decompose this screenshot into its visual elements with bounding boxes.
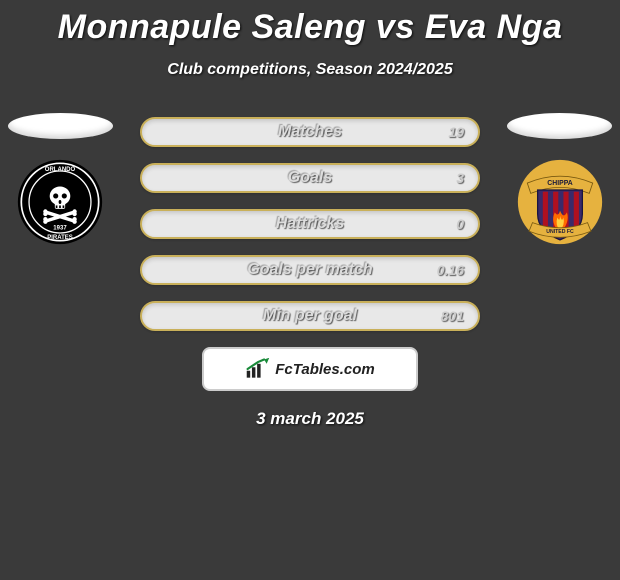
stat-label: Matches [278,123,342,141]
player-photo-placeholder-left [8,113,113,139]
fctables-logo-icon [245,358,271,380]
crest-bottom-text: PIRATES [47,235,73,241]
crest-year: 1937 [53,226,67,232]
club-crest-right: CHIPPA UNITED FC [517,159,603,245]
stat-label: Min per goal [263,307,357,325]
orlando-pirates-crest-icon: ORLANDO PIRATES 1937 [17,159,103,245]
crest-banner-top: CHIPPA [547,180,573,187]
date-text: 3 march 2025 [0,409,620,429]
crest-top-text: ORLANDO [45,167,76,173]
stat-row-min-per-goal: Min per goal 801 [140,301,480,331]
stat-value-right: 19 [448,124,464,140]
club-crest-left: ORLANDO PIRATES 1937 [17,159,103,245]
stat-label: Hattricks [276,215,344,233]
chippa-united-crest-icon: CHIPPA UNITED FC [517,159,603,245]
page-title: Monnapule Saleng vs Eva Nga [0,0,620,47]
stat-value-right: 3 [456,170,464,186]
footer-brand-box: FcTables.com [202,347,418,391]
stat-value-right: 801 [441,308,464,324]
stat-row-goals: Goals 3 [140,163,480,193]
stat-row-hattricks: Hattricks 0 [140,209,480,239]
player-photo-placeholder-right [507,113,612,139]
stat-value-right: 0.16 [437,262,464,278]
stat-label: Goals [288,169,332,187]
stat-label: Goals per match [247,261,372,279]
stat-row-goals-per-match: Goals per match 0.16 [140,255,480,285]
stats-area: ORLANDO PIRATES 1937 CHIPPA [0,117,620,331]
footer-brand-text: FcTables.com [275,361,374,378]
stat-row-matches: Matches 19 [140,117,480,147]
crest-banner-bottom: UNITED FC [546,229,574,235]
subtitle: Club competitions, Season 2024/2025 [0,61,620,79]
stat-value-right: 0 [456,216,464,232]
